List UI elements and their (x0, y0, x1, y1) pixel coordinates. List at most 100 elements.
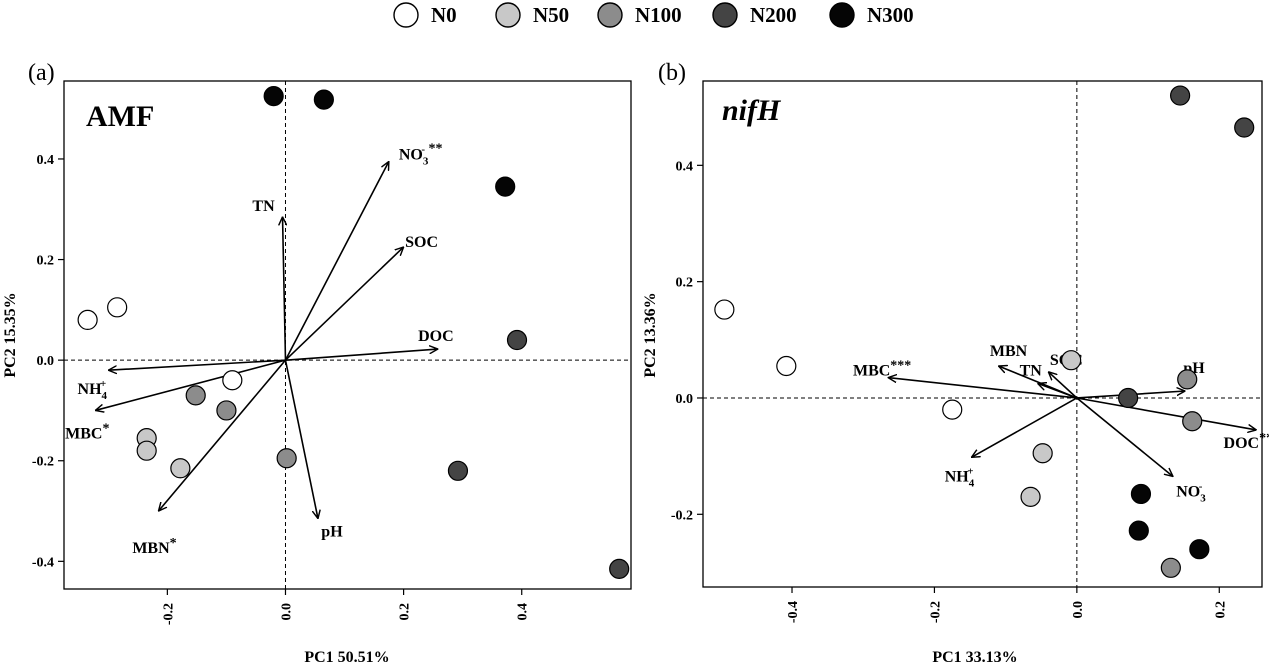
x-tick-label: 0.2 (398, 603, 413, 621)
legend-label-n100: N100 (635, 3, 682, 27)
point-n300 (1128, 520, 1149, 541)
panel-title: AMF (86, 100, 154, 133)
vector-label: MBN* (132, 536, 176, 557)
vector-arrow (1048, 372, 1078, 399)
vector-no3: NO3- (1076, 397, 1206, 504)
plot-frame (702, 80, 1263, 588)
x-tick-label: -0.4 (786, 601, 801, 623)
vector-label: NH4+ (945, 465, 975, 489)
panel-label: (a) (28, 60, 55, 86)
y-axis-label: PC2 15.35% (2, 292, 19, 377)
y-tick-label: 0.2 (676, 276, 694, 291)
vector-arrow (285, 349, 437, 361)
vector-doc: DOC (285, 328, 454, 361)
point-n200 (506, 329, 528, 351)
x-axis-label: PC1 50.51% (304, 649, 389, 665)
vector-label: MBC* (65, 421, 109, 442)
panel-title: nifH (722, 94, 782, 127)
vector-mbc: MBC*** (853, 359, 1077, 399)
vector-doc: DOC** (1076, 397, 1269, 452)
legend-item-n0: N0 (393, 2, 457, 28)
point-n100 (1177, 369, 1198, 390)
y-tick-label: -0.4 (32, 555, 54, 570)
point-n0 (714, 299, 735, 320)
point-n300 (1189, 539, 1210, 560)
plot-frame (63, 80, 632, 590)
point-n50 (136, 440, 157, 461)
vector-ph: pH (284, 359, 343, 541)
legend-marker-n100 (597, 2, 623, 28)
point-n50 (1020, 486, 1041, 507)
y-tick-label: -0.2 (671, 508, 693, 523)
point-n50 (1032, 443, 1053, 464)
x-tick-label: -0.2 (928, 601, 943, 623)
x-tick-label: 0.2 (1213, 601, 1228, 619)
vector-arrow (283, 217, 286, 361)
legend-label-n300: N300 (867, 3, 914, 27)
legend-marker-n50 (495, 2, 521, 28)
vector-label: TN (1020, 362, 1043, 379)
vector-arrow (888, 378, 1077, 399)
point-n200 (609, 558, 630, 579)
legend-label-n50: N50 (533, 3, 569, 27)
point-n50 (170, 458, 191, 479)
point-n100 (185, 385, 206, 406)
vector-arrow (95, 359, 286, 410)
vector-arrow (1076, 397, 1256, 430)
y-axis-label: PC2 13.36% (642, 292, 659, 377)
vector-tn: TN (1020, 362, 1078, 399)
vector-label: DOC** (1224, 431, 1269, 452)
vector-label: pH (321, 524, 343, 541)
vector-label: SOC (405, 234, 438, 251)
point-n200 (1170, 85, 1191, 106)
point-n100 (1160, 557, 1181, 578)
x-tick-label: 0.0 (279, 603, 294, 621)
point-n300 (495, 176, 516, 197)
point-n300 (263, 85, 284, 107)
point-n200 (447, 460, 469, 481)
point-n0 (776, 355, 797, 377)
vector-arrow (284, 161, 388, 361)
point-n200 (1118, 387, 1139, 409)
vector-tn: TN (252, 198, 286, 361)
legend: N0 N50 N100 N200 N300 (393, 2, 914, 28)
panel-b: -0.4 -0.2 0.0 0.2 -0.2 0.0 0.2 0.4 PC1 33.13% PC2… (642, 60, 1269, 665)
vector-label: MBC*** (853, 359, 911, 380)
vector-mbc: MBC* (65, 359, 286, 442)
point-n50 (1061, 350, 1082, 371)
y-tick-label: 0.4 (37, 153, 55, 168)
legend-marker-n300 (829, 2, 855, 28)
point-n100 (216, 400, 237, 421)
legend-marker-n200 (712, 2, 738, 28)
y-tick-label: 0.0 (37, 354, 55, 369)
vector-arrow (971, 397, 1078, 457)
legend-label-n200: N200 (750, 3, 797, 27)
point-n300 (1130, 483, 1152, 505)
y-tick-label: 0.2 (37, 254, 55, 269)
legend-marker-n0 (393, 2, 419, 28)
legend-item-n100: N100 (597, 2, 682, 28)
vector-arrow (108, 359, 286, 370)
vector-label: NH4+ (78, 378, 108, 402)
y-tick-label: 0.0 (676, 392, 694, 407)
x-tick-label: 0.0 (1071, 601, 1086, 619)
y-tick-label: -0.2 (32, 455, 54, 470)
vector-arrow (1038, 383, 1078, 399)
vector-label: NO3- (1176, 480, 1206, 504)
vector-mbn: MBN* (132, 359, 287, 557)
point-n200 (1234, 117, 1255, 138)
panel-label: (b) (658, 60, 686, 86)
panel-a: -0.2 0.0 0.2 0.4 -0.4 -0.2 0.0 0.2 0.4 PC1 50.51%… (2, 60, 632, 665)
vector-label: DOC (418, 328, 454, 345)
point-n0 (107, 297, 128, 318)
vector-arrow (159, 359, 287, 511)
point-n0 (942, 399, 963, 420)
point-n100 (1182, 411, 1203, 432)
vector-no3: NO3- ** (284, 141, 443, 361)
vector-nh4: NH4+ (945, 397, 1078, 489)
vector-nh4: NH4+ (78, 359, 286, 402)
vector-arrow (1076, 397, 1173, 477)
x-tick-label: 0.4 (516, 603, 531, 621)
legend-item-n50: N50 (495, 2, 569, 28)
